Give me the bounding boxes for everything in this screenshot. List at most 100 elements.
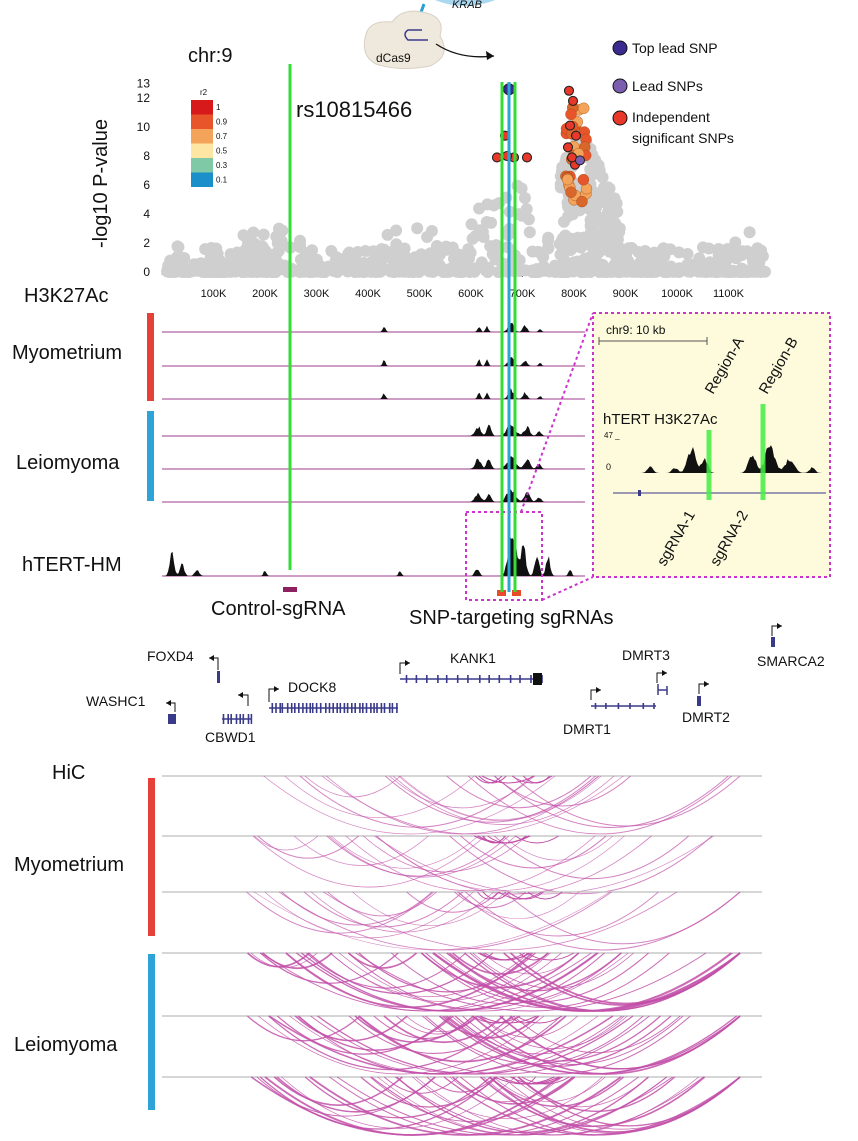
snp-point: [276, 224, 289, 237]
hic-arc: [374, 835, 714, 895]
snp-point: [518, 192, 531, 204]
inset-max-label: 47 _: [604, 431, 620, 440]
snp-point: [522, 213, 535, 226]
gene-exons: [222, 714, 253, 724]
independent-snp: [564, 120, 576, 131]
gene-body: [217, 671, 220, 683]
exon: [242, 714, 245, 724]
snp-point: [749, 265, 762, 278]
hic-myometrium-bar: [148, 778, 155, 936]
dcas9-label: dCas9: [376, 51, 411, 65]
hic-arc: [515, 835, 559, 844]
hic-arc: [473, 835, 531, 844]
arrow-head-icon: [238, 692, 243, 698]
inset-panel: chr9: 10 kb Region-A Region-B hTERT H3K2…: [592, 312, 831, 578]
snp-point: [743, 226, 756, 239]
hic-arc: [474, 775, 503, 784]
y-tick-label: 13: [137, 77, 151, 91]
h3k27ac-tracks: H3K27Ac Myometrium Leiomyoma hTERT-HM Co…: [12, 285, 614, 629]
hic-arc: [480, 1015, 579, 1038]
gene-body: [697, 696, 701, 706]
gene-body: [771, 637, 775, 647]
snp-point: [661, 266, 674, 278]
hic-arc: [426, 1076, 496, 1093]
hic-arc: [521, 1076, 570, 1085]
gene-label-dmrt1: DMRT1: [563, 721, 611, 737]
h3k27ac-signal: [370, 388, 549, 399]
hic-arc: [392, 775, 615, 825]
exon: [351, 703, 353, 713]
exon: [437, 675, 439, 683]
snp-point: [421, 231, 434, 243]
hic-arc: [268, 1015, 513, 1071]
x-tick-label: 1000K: [661, 288, 693, 300]
exon: [391, 703, 394, 713]
y-tick-label: 2: [143, 236, 150, 250]
arrow-head-icon: [166, 700, 171, 706]
hic-arc: [258, 1015, 545, 1075]
exon: [275, 703, 277, 713]
hic-arc: [299, 775, 534, 828]
highlight-lines: [288, 64, 517, 592]
hic-arc: [477, 891, 499, 900]
gene-washc1: WASHC1: [86, 693, 176, 724]
gene-body: [657, 684, 668, 695]
snp-point: [231, 246, 244, 259]
snp-point: [589, 154, 602, 167]
h3k27ac-title: H3K27Ac: [24, 285, 109, 307]
snp-point-colored: [561, 173, 574, 186]
gene-label-dmrt3: DMRT3: [622, 647, 670, 663]
hic-arc: [500, 1015, 741, 1069]
hic-arc: [467, 775, 732, 835]
hic-arc: [348, 1015, 520, 1054]
hic-arc: [391, 952, 622, 1004]
exon: [315, 703, 318, 713]
hic-arc: [498, 891, 542, 900]
hic-arc: [479, 952, 531, 961]
hic-arc: [522, 775, 551, 784]
hic-arc: [330, 952, 551, 1002]
exon: [488, 675, 490, 683]
x-tick-label: 200K: [252, 288, 278, 300]
exon: [281, 703, 284, 713]
hic-arc: [331, 835, 479, 869]
exon: [380, 703, 383, 713]
snp-point: [555, 238, 568, 251]
gene-smarca2: SMARCA2: [757, 623, 825, 669]
snp-point: [257, 228, 270, 241]
top-lead-snp-icon: [612, 40, 628, 56]
exon: [498, 675, 501, 683]
exon: [239, 714, 241, 724]
exon: [319, 703, 322, 713]
hic-arc: [355, 952, 707, 1012]
y-tick-label: 0: [143, 265, 150, 279]
hic-arc: [444, 1015, 738, 1075]
hic-arc: [451, 1015, 625, 1055]
exon: [370, 703, 372, 713]
independent-snp-icon: [612, 110, 628, 126]
independent-snp: [521, 152, 533, 163]
myometrium-bar: [147, 313, 154, 401]
hic-arc: [286, 952, 562, 1012]
snp-point: [520, 203, 533, 216]
independent-snp: [562, 142, 574, 153]
snp-point: [595, 213, 608, 226]
hic-arc-tracks: [162, 775, 762, 1136]
hic-myometrium-label: Myometrium: [14, 854, 124, 876]
hic-arc: [512, 775, 741, 827]
hic-arc: [308, 952, 494, 995]
hterthm-signal: [162, 537, 585, 576]
hic-arc: [252, 835, 486, 888]
leiomyoma-bar: [147, 411, 154, 501]
x-tick-label: 300K: [304, 288, 330, 300]
hic-arc: [246, 952, 311, 968]
hic-arc: [328, 835, 516, 878]
myometrium-track-label: Myometrium: [12, 342, 122, 364]
independent-snp: [570, 130, 582, 141]
hic-arc: [289, 1015, 599, 1075]
hic-arc: [406, 891, 500, 913]
snp-point: [625, 261, 638, 274]
gene-label-smarca2: SMARCA2: [757, 653, 825, 669]
